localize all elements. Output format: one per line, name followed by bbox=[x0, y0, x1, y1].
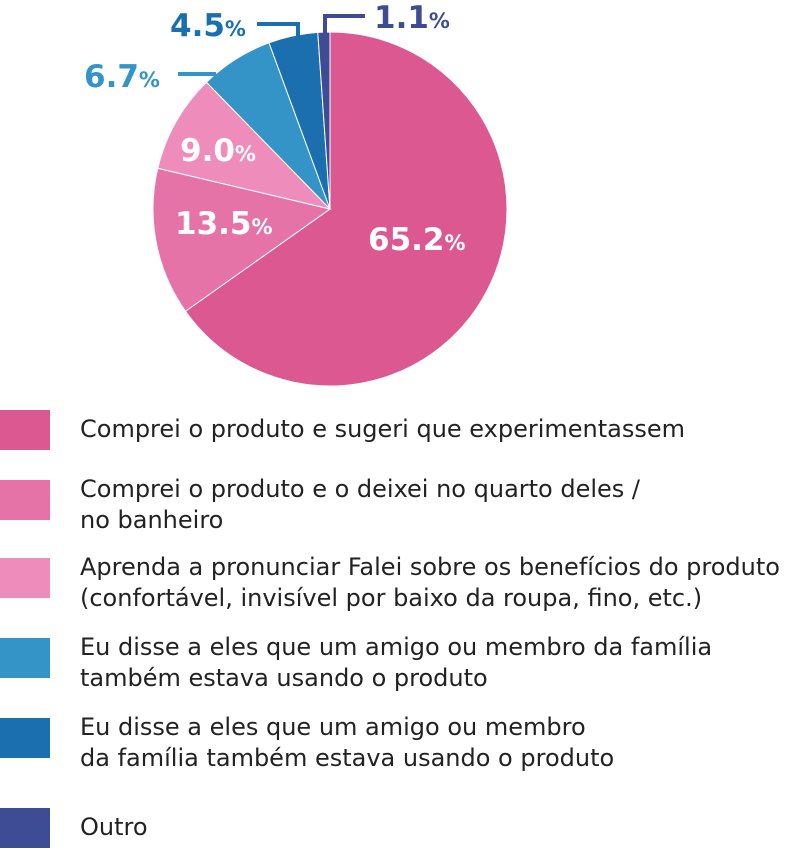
legend-swatch-0 bbox=[0, 410, 50, 450]
legend-label-1: Comprei o produto e o deixei no quarto d… bbox=[80, 475, 641, 534]
legend-label-2: Aprenda a pronunciar Falei sobre os bene… bbox=[80, 553, 780, 612]
slice-label-5: 1.1% bbox=[374, 0, 450, 36]
legend-label-3: Eu disse a eles que um amigo ou membro d… bbox=[80, 633, 713, 692]
pie-slice-0 bbox=[184, 31, 508, 387]
leader-line-4 bbox=[257, 22, 300, 40]
legend-label-0: Comprei o produto e sugeri que experimen… bbox=[80, 415, 686, 443]
leader-line-5 bbox=[323, 14, 365, 40]
legend-label-4: Eu disse a eles que um amigo ou membro d… bbox=[80, 713, 615, 772]
legend-swatch-2 bbox=[0, 558, 50, 598]
slice-label-4: 4.5% bbox=[170, 8, 246, 44]
pie-slice-2 bbox=[157, 81, 332, 210]
slice-label-0: 65.2% bbox=[368, 222, 466, 258]
slice-label-2: 9.0% bbox=[180, 133, 256, 169]
pie-chart: 65.2% 13.5% 9.0% 6.7% 4.5% 1.1% bbox=[84, 0, 508, 387]
slice-label-3: 6.7% bbox=[84, 59, 160, 95]
legend-label-5: Outro bbox=[80, 813, 148, 841]
pie-slice-1 bbox=[152, 167, 332, 312]
legend-swatch-3 bbox=[0, 638, 50, 678]
legend-swatch-1 bbox=[0, 480, 50, 520]
slice-label-1: 13.5% bbox=[175, 206, 273, 242]
legend-swatch-4 bbox=[0, 718, 50, 758]
legend-swatch-5 bbox=[0, 808, 50, 848]
